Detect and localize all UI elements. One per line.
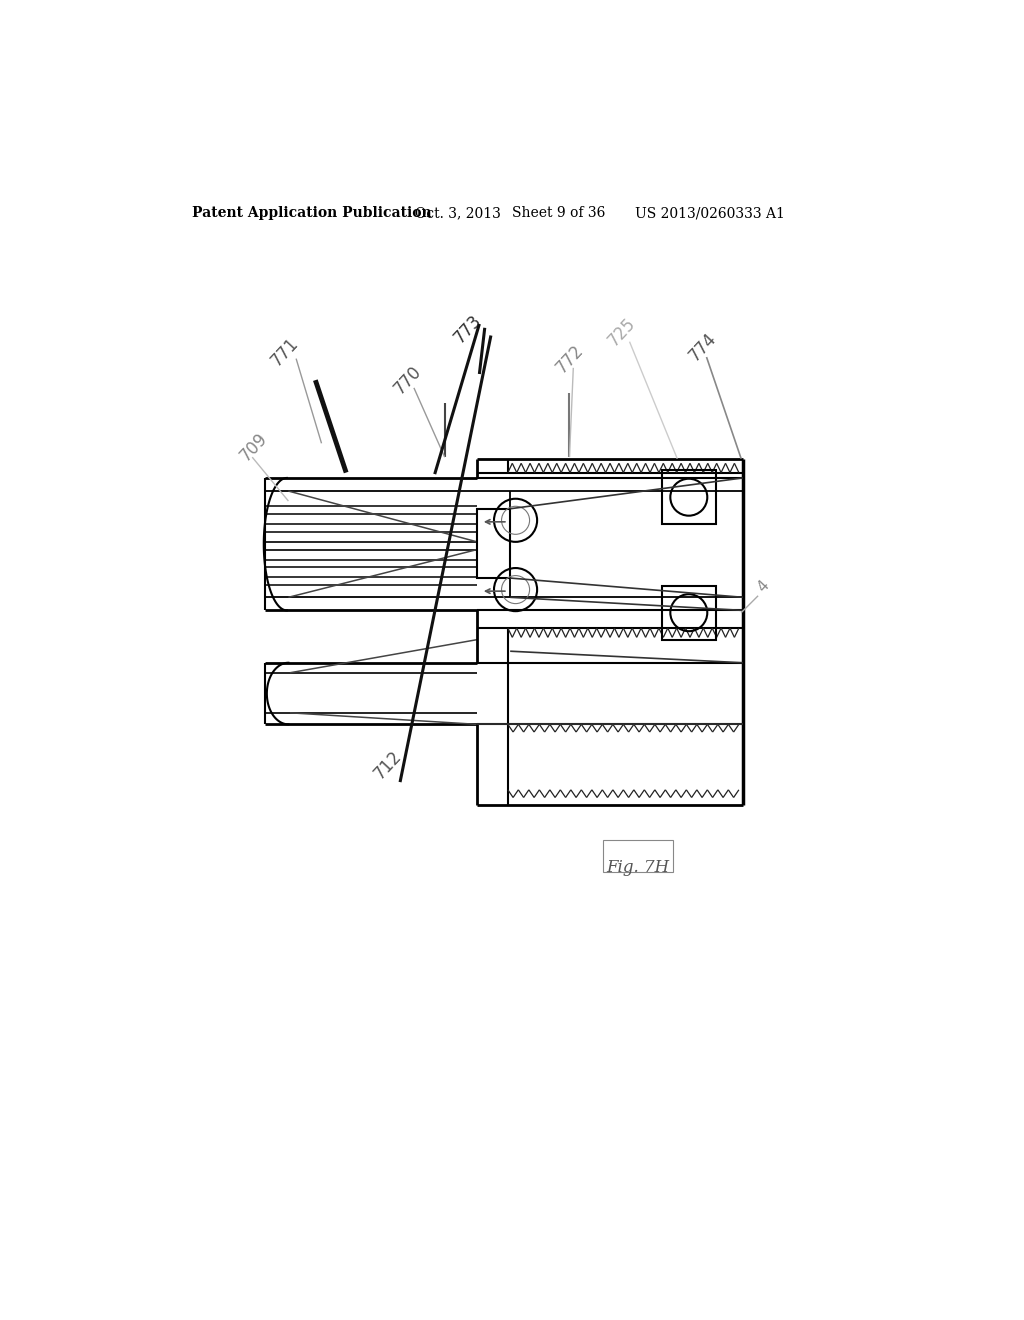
Bar [662, 586, 716, 640]
Text: 712: 712 [371, 747, 406, 783]
Text: 770: 770 [391, 363, 425, 397]
Bar [602, 840, 674, 873]
Text: 774: 774 [685, 330, 720, 364]
Text: US 2013/0260333 A1: US 2013/0260333 A1 [635, 206, 784, 220]
Text: 725: 725 [604, 314, 639, 350]
Text: Fig. 7H: Fig. 7H [606, 859, 670, 876]
Text: 709: 709 [237, 429, 271, 465]
Text: 772: 772 [553, 342, 587, 378]
Text: 771: 771 [267, 334, 302, 370]
Text: 773: 773 [451, 312, 484, 346]
Text: Sheet 9 of 36: Sheet 9 of 36 [512, 206, 605, 220]
Bar [477, 508, 510, 578]
Text: 4: 4 [755, 578, 772, 595]
Bar [662, 470, 716, 524]
Text: Patent Application Publication: Patent Application Publication [193, 206, 432, 220]
Text: Oct. 3, 2013: Oct. 3, 2013 [416, 206, 502, 220]
